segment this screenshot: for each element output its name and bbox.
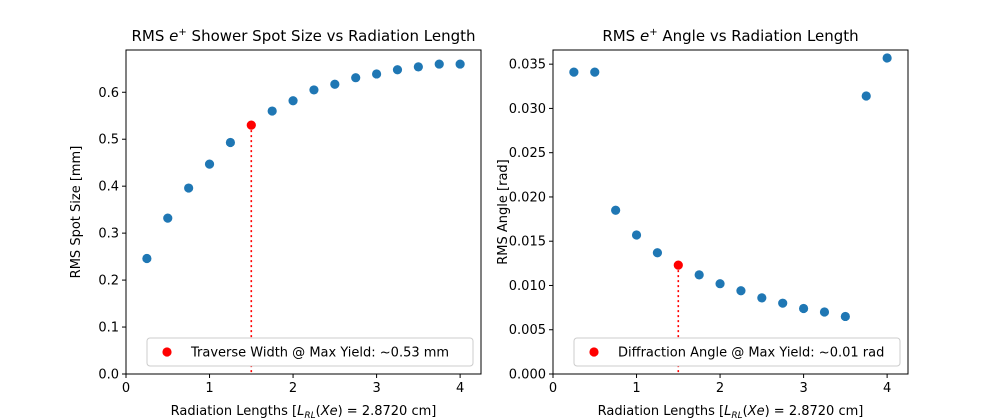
data-point — [309, 85, 319, 95]
x-tick-label: 0 — [549, 381, 557, 396]
y-tick-label: 0.005 — [509, 323, 546, 338]
y-axis-label: RMS Angle [rad] — [496, 159, 511, 264]
x-tick-label: 1 — [205, 381, 213, 396]
data-point — [351, 73, 361, 83]
data-point — [455, 59, 465, 69]
x-tick-label: 3 — [372, 381, 380, 396]
data-point — [392, 65, 403, 75]
data-point — [288, 96, 298, 106]
legend-label: Traverse Width @ Max Yield: ~0.53 mm — [190, 346, 449, 361]
data-point — [184, 183, 194, 193]
data-point — [798, 303, 809, 314]
data-point — [694, 270, 704, 280]
data-point — [371, 69, 382, 79]
x-axis-label: Radiation Lengths [LRL(Xe) = 2.8720 cm] — [171, 404, 437, 420]
y-tick-label: 0.1 — [98, 321, 119, 336]
data-point — [611, 205, 621, 215]
axes-frame — [125, 49, 482, 375]
x-tick-label: 2 — [716, 381, 724, 396]
y-tick-label: 0.0 — [98, 368, 119, 383]
legend-box — [573, 337, 901, 367]
data-point — [819, 307, 830, 317]
y-tick-label: 0.015 — [509, 235, 546, 250]
y-tick-label: 0.2 — [98, 274, 119, 289]
data-point — [840, 311, 850, 322]
y-tick-label: 0.000 — [509, 368, 546, 383]
max-yield-point — [673, 260, 683, 270]
data-point — [267, 106, 277, 116]
x-tick-label: 4 — [456, 381, 464, 396]
x-tick-label: 1 — [632, 381, 640, 396]
data-point — [882, 53, 892, 63]
data-point — [778, 298, 788, 308]
data-point — [590, 67, 600, 77]
y-tick-label: 0.6 — [98, 86, 119, 101]
x-tick-label: 4 — [883, 381, 891, 396]
legend-marker — [162, 347, 172, 357]
chart-panel-1: 0 1 2 3 4 0.0 0.1 0.2 0.3 0.4 0.5 0.6 RMS e+ Shower … — [69, 27, 482, 420]
data-point — [225, 137, 236, 148]
y-tick-label: 0.3 — [98, 227, 119, 242]
data-point — [715, 279, 725, 289]
y-tick-label: 0.035 — [509, 58, 546, 73]
legend-marker — [589, 347, 599, 357]
data-point — [204, 159, 215, 169]
legend-box — [146, 337, 474, 367]
chart-title: RMS e+ Shower Spot Size vs Radiation Len… — [132, 27, 476, 45]
data-point — [142, 253, 152, 264]
data-point — [163, 213, 173, 223]
x-tick-label: 3 — [799, 381, 807, 396]
axes-frame — [552, 49, 909, 375]
y-tick-label: 0.030 — [509, 102, 546, 117]
y-axis-label: RMS Spot Size [mm] — [69, 146, 84, 279]
data-point — [652, 248, 663, 258]
x-tick-label: 0 — [122, 381, 130, 396]
y-tick-label: 0.5 — [98, 133, 119, 148]
data-point — [736, 286, 746, 296]
y-tick-label: 0.020 — [509, 190, 546, 205]
x-tick-label: 2 — [289, 381, 297, 396]
data-point — [631, 230, 642, 240]
chart-title: RMS e+ Angle vs Radiation Length — [602, 27, 858, 45]
data-point — [861, 91, 871, 101]
data-point — [330, 79, 340, 89]
x-axis-label: Radiation Lengths [LRL(Xe) = 2.8720 cm] — [598, 404, 864, 420]
data-point — [757, 293, 767, 303]
y-tick-label: 0.4 — [98, 180, 119, 195]
y-tick-label: 0.025 — [509, 146, 546, 161]
max-yield-point — [246, 120, 256, 130]
data-point — [413, 62, 423, 72]
data-point — [434, 59, 444, 69]
chart-panel-2: 0 1 2 3 4 0.000 0.005 0.010 0.015 0.020 0.025 0.030… — [496, 27, 909, 420]
y-tick-label: 0.010 — [509, 279, 546, 294]
data-point — [569, 67, 579, 77]
legend-label: Diffraction Angle @ Max Yield: ~0.01 rad — [618, 346, 884, 361]
